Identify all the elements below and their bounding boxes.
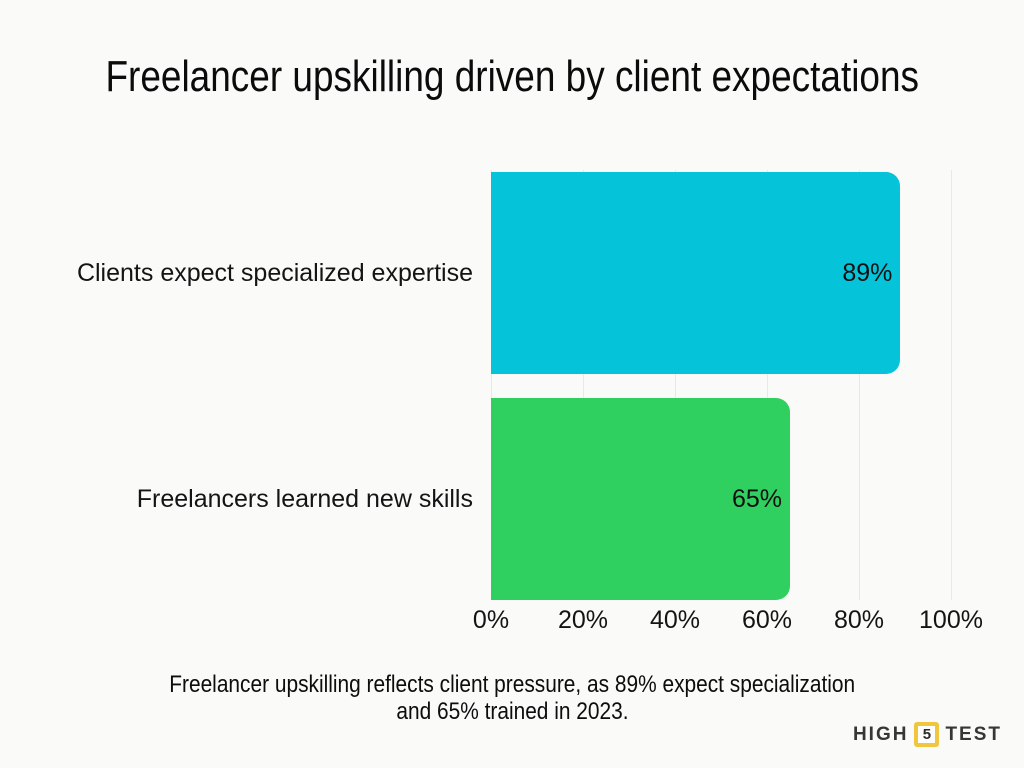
x-tick-label: 60% [741, 606, 793, 634]
category-label-freelancers-learned-skills: Freelancers learned new skills [136, 484, 473, 513]
gridline-20pct [583, 170, 584, 600]
x-tick-label: 40% [649, 606, 701, 634]
category-label-clients-expect-expertise: Clients expect specialized expertise [76, 258, 473, 287]
gridline-60pct [767, 170, 768, 600]
x-axis: 0% 20% 40% 60% 80% 100% [473, 606, 983, 636]
gridline-100pct [951, 170, 952, 600]
plot-area: 89% 65% [491, 170, 952, 600]
x-tick-label: 80% [833, 606, 885, 634]
gridline-40pct [675, 170, 676, 600]
caption-line-2: and 65% trained in 2023. [395, 698, 629, 725]
x-tick-label: 20% [557, 606, 609, 634]
chart-title: Freelancer upskilling driven by client e… [0, 52, 1024, 102]
bar-freelancers-learned-skills: 65% [491, 398, 790, 600]
bar-value-label: 89% [842, 258, 893, 287]
caption-line-1: Freelancer upskilling reflects client pr… [169, 671, 855, 698]
logo-badge-5: 5 [914, 722, 940, 747]
gridline-80pct [859, 170, 860, 600]
bar-value-label: 65% [731, 484, 782, 513]
x-tick-label: 0% [472, 606, 510, 634]
x-tick-label: 100% [919, 606, 983, 634]
chart-caption: Freelancer upskilling reflects client pr… [0, 671, 1024, 725]
logo-word-high: HIGH [852, 723, 909, 745]
chart-title-text: Freelancer upskilling driven by client e… [105, 52, 919, 101]
logo-word-test: TEST [945, 723, 1002, 745]
bar-clients-expect-expertise: 89% [491, 172, 901, 374]
gridline-0pct [491, 170, 492, 600]
high5test-logo: HIGH 5 TEST [853, 722, 1002, 747]
